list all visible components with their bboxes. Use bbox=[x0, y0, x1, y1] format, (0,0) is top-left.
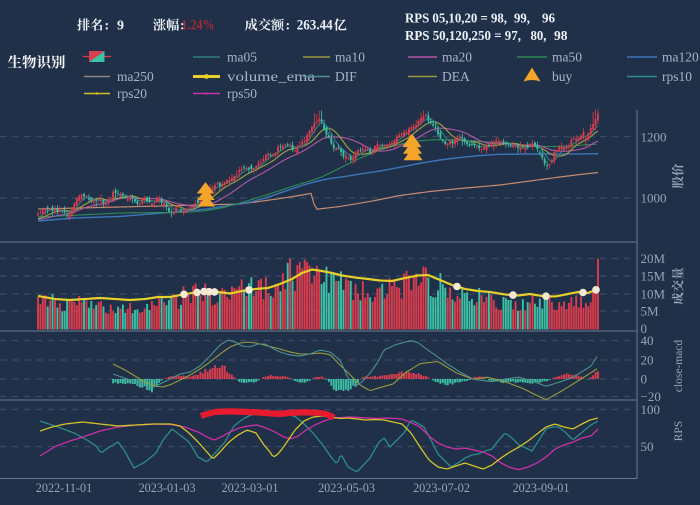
svg-text::: : bbox=[286, 18, 291, 33]
svg-text::: : bbox=[105, 18, 110, 33]
svg-text:2023-03-01: 2023-03-01 bbox=[222, 481, 279, 495]
svg-text:2023-09-01: 2023-09-01 bbox=[513, 481, 570, 495]
svg-text:263.44: 263.44 bbox=[297, 17, 334, 33]
svg-text:RPS 05,10,20 = 98,: RPS 05,10,20 = 98, bbox=[405, 11, 507, 26]
svg-text:buy: buy bbox=[552, 69, 573, 84]
svg-text:0: 0 bbox=[641, 371, 648, 386]
svg-text:80,: 80, bbox=[531, 28, 547, 43]
svg-text:ma250: ma250 bbox=[117, 69, 154, 84]
svg-text:1200: 1200 bbox=[641, 129, 667, 144]
svg-text:20M: 20M bbox=[641, 251, 666, 266]
svg-text:ma120: ma120 bbox=[662, 50, 699, 65]
svg-text:2023-07-02: 2023-07-02 bbox=[413, 481, 470, 495]
svg-text:RPS 50,120,250 = 97,: RPS 50,120,250 = 97, bbox=[405, 28, 521, 43]
svg-text:ma20: ma20 bbox=[442, 50, 472, 65]
svg-text:rps20: rps20 bbox=[117, 86, 147, 101]
svg-text:98: 98 bbox=[554, 28, 568, 43]
svg-text:RPS: RPS bbox=[673, 421, 685, 441]
svg-text:DIF: DIF bbox=[335, 69, 357, 84]
svg-text:DEA: DEA bbox=[442, 69, 470, 84]
svg-text:50: 50 bbox=[641, 439, 654, 454]
svg-text:close-macd: close-macd bbox=[673, 340, 685, 393]
svg-text:ma05: ma05 bbox=[227, 50, 257, 65]
svg-text:96: 96 bbox=[542, 11, 555, 26]
svg-text:99,: 99, bbox=[514, 11, 530, 26]
svg-text:15M: 15M bbox=[641, 268, 666, 283]
svg-text:20: 20 bbox=[641, 352, 654, 367]
svg-text:9: 9 bbox=[117, 18, 124, 33]
svg-text:rps50: rps50 bbox=[227, 86, 257, 101]
svg-text:2022-11-01: 2022-11-01 bbox=[36, 481, 92, 495]
svg-text:40: 40 bbox=[641, 333, 654, 348]
svg-text:1000: 1000 bbox=[641, 190, 667, 205]
svg-text:10M: 10M bbox=[641, 286, 666, 301]
svg-text:ma50: ma50 bbox=[552, 50, 582, 65]
svg-text:ma10: ma10 bbox=[335, 50, 365, 65]
svg-text:volume_ema: volume_ema bbox=[227, 69, 315, 84]
svg-text:2023-01-03: 2023-01-03 bbox=[139, 481, 196, 495]
svg-text:100: 100 bbox=[641, 402, 661, 417]
svg-text:5M: 5M bbox=[641, 303, 660, 318]
svg-text:2023-05-03: 2023-05-03 bbox=[318, 481, 375, 495]
svg-text:rps10: rps10 bbox=[662, 69, 692, 84]
svg-text:1.24%: 1.24% bbox=[182, 17, 215, 33]
